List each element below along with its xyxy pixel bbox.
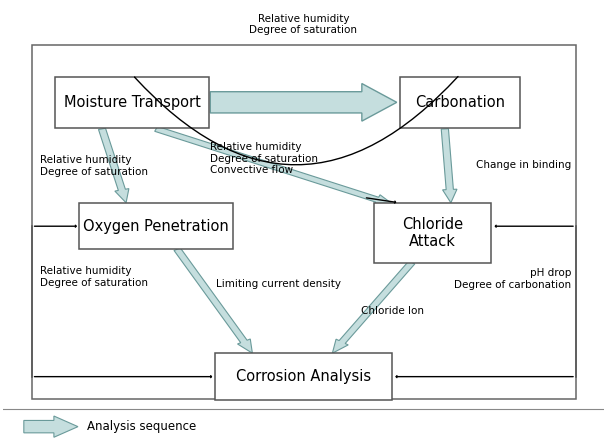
Text: Relative humidity
Degree of saturation: Relative humidity Degree of saturation [40, 155, 148, 177]
Text: Relative humidity
Degree of saturation: Relative humidity Degree of saturation [249, 14, 358, 35]
Text: Carbonation: Carbonation [415, 95, 505, 110]
Text: Relative humidity
Degree of saturation
Convective flow: Relative humidity Degree of saturation C… [210, 142, 318, 175]
Text: Moisture Transport: Moisture Transport [64, 95, 200, 110]
Text: Chloride
Attack: Chloride Attack [402, 217, 463, 249]
Polygon shape [98, 128, 129, 203]
Text: Change in binding: Change in binding [476, 160, 571, 170]
Polygon shape [24, 416, 78, 437]
FancyBboxPatch shape [55, 77, 209, 128]
Text: Limiting current density: Limiting current density [216, 279, 341, 289]
Polygon shape [210, 83, 397, 121]
Text: Chloride Ion: Chloride Ion [361, 306, 424, 316]
FancyBboxPatch shape [400, 77, 520, 128]
Text: Corrosion Analysis: Corrosion Analysis [236, 369, 371, 384]
Text: Analysis sequence: Analysis sequence [87, 420, 196, 433]
Polygon shape [441, 129, 457, 203]
Text: pH drop
Degree of carbonation: pH drop Degree of carbonation [454, 268, 571, 290]
FancyArrowPatch shape [135, 77, 458, 165]
Text: Relative humidity
Degree of saturation: Relative humidity Degree of saturation [40, 266, 148, 288]
Polygon shape [333, 261, 415, 353]
Polygon shape [174, 248, 253, 353]
FancyBboxPatch shape [215, 353, 392, 400]
Text: Oxygen Penetration: Oxygen Penetration [83, 219, 229, 234]
Polygon shape [155, 126, 394, 205]
FancyBboxPatch shape [80, 203, 233, 250]
FancyBboxPatch shape [374, 203, 492, 263]
